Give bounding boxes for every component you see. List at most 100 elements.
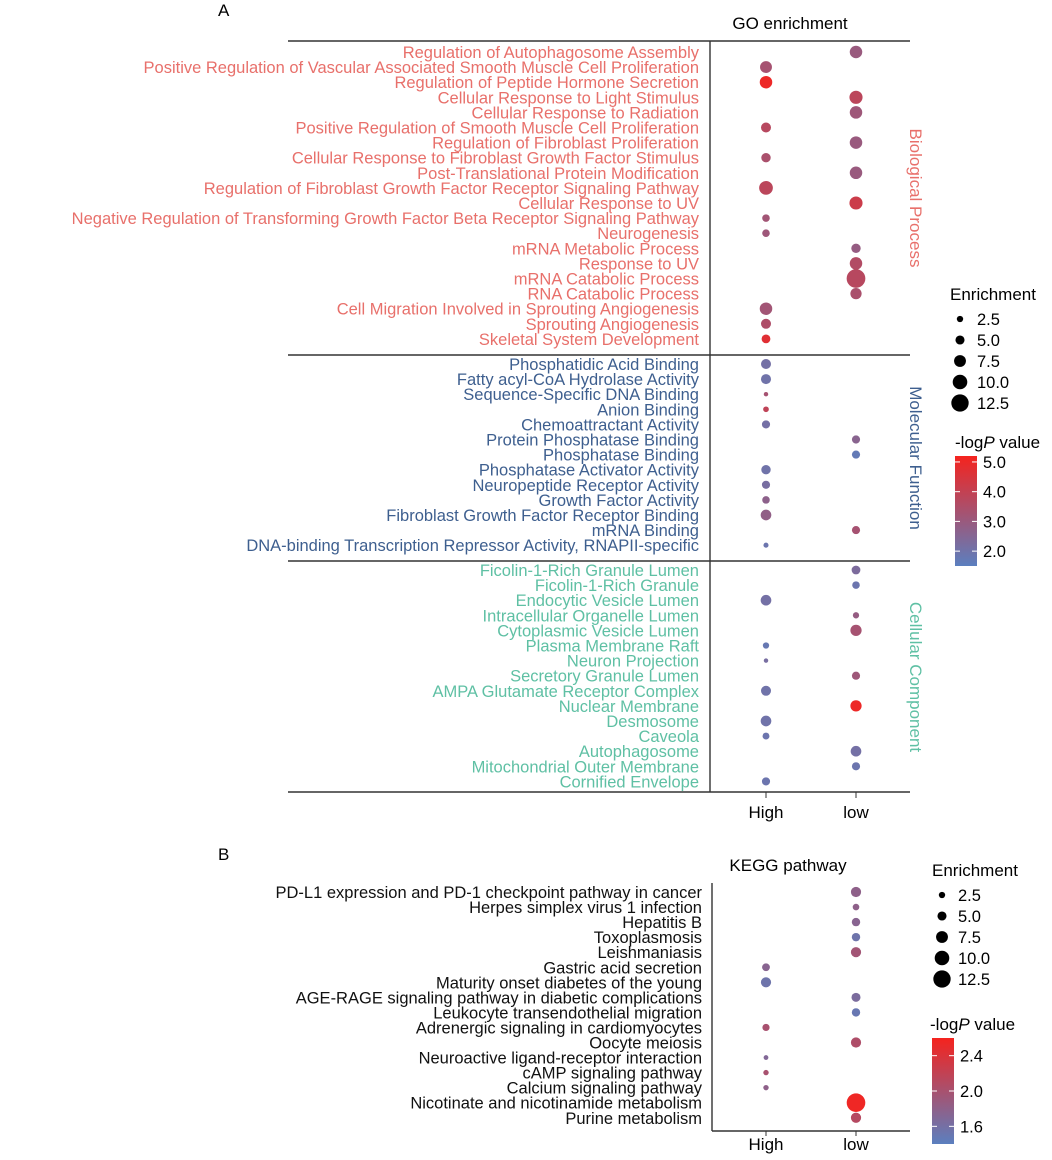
go-term-label: Regulation of Autophagosome Assembly [403,44,700,62]
go-dot [762,496,770,504]
size-legend-label: 2.5 [958,887,981,905]
go-term-label: Protein Phosphatase Binding [486,432,699,450]
go-term-label: Response to UV [579,255,699,273]
go-term-label: Growth Factor Activity [539,492,700,510]
color-legend-title-suffix: value [970,1015,1015,1034]
color-legend-title-italic: P [958,1015,970,1034]
panel-a-facet-label: Cellular Component [906,602,925,753]
size-legend-label: 10.0 [977,374,1009,392]
go-term-label: Negative Regulation of Transforming Grow… [72,210,700,228]
go-dot [762,214,770,222]
go-term-label: Positive Regulation of Smooth Muscle Cel… [295,120,699,138]
go-term-label: Fibroblast Growth Factor Receptor Bindin… [386,507,699,525]
go-dot [850,287,862,300]
go-term-label: Ficolin-1-Rich Granule [535,577,699,595]
go-term-label: Secretory Granule Lumen [510,668,699,686]
panel-b-x-tick-label: High [749,1135,784,1154]
panel-b-size-legend: Enrichment 2.5 5.0 7.5 10.0 12.5 [932,861,1018,989]
kegg-dot [852,903,860,911]
panel-b-dots [760,886,866,1123]
go-dot [849,90,863,104]
go-term-label: Regulation of Peptide Hormone Secretion [394,74,699,92]
kegg-term-label: cAMP signaling pathway [523,1065,703,1083]
colorbar-tick-label: 2.0 [960,1083,983,1101]
go-term-label: Regulation of Fibroblast Growth Factor R… [204,180,700,198]
size-legend-label: 5.0 [977,332,1000,350]
kegg-term-label: Hepatitis B [622,914,702,932]
go-dot [761,480,771,489]
go-term-label: Sequence-Specific DNA Binding [463,386,699,404]
size-legend-dot [956,315,964,323]
go-dot [763,542,769,548]
size-legend-dot [936,931,948,943]
go-dot [761,777,771,786]
size-legend-label: 7.5 [977,353,1000,371]
go-dot [849,257,863,270]
panel-a-dots [759,45,866,786]
color-legend-title-italic: P [983,433,995,452]
size-legend-dot [954,355,966,367]
size-legend-label: 2.5 [977,311,1000,329]
panel-a-color-legend: -logP value 5.0 4.0 3.0 2.0 [955,433,1040,566]
go-dot [759,75,773,89]
go-dot [761,420,771,429]
go-term-label: Phosphatase Binding [543,447,699,465]
go-dot [760,61,772,74]
color-legend-title-prefix: -log [930,1015,958,1034]
go-term-label: Positive Regulation of Vascular Associat… [144,59,699,77]
panel-a-size-legend: Enrichment 2.5 5.0 7.5 10.0 12.5 [950,285,1036,413]
kegg-term-label: Maturity onset diabetes of the young [436,974,702,992]
go-term-label: Phosphatidic Acid Binding [509,356,699,374]
go-term-label: Skeletal System Development [479,331,700,349]
go-dot [851,450,861,459]
kegg-dot [846,1093,866,1112]
kegg-dot [763,1084,769,1091]
size-legend-label: 5.0 [958,908,981,926]
go-dot [760,122,772,133]
go-dot [851,671,861,680]
go-dot [759,181,773,195]
go-term-label: mRNA Catabolic Process [514,271,699,289]
go-dot [760,358,772,370]
go-dot [849,166,863,180]
go-dot [852,581,860,589]
go-term-label: Neuron Projection [567,653,699,671]
kegg-dot [850,1112,862,1123]
go-term-label: Plasma Membrane Raft [526,638,700,656]
kegg-term-label: Calcium signaling pathway [507,1080,703,1098]
go-term-label: Cytoplasmic Vesicle Lumen [497,622,699,640]
go-dot [849,106,863,119]
panel-b-color-legend: -logP value 2.4 2.0 1.6 [930,1015,1015,1144]
go-term-label: Regulation of Fibroblast Proliferation [432,135,699,153]
go-dot [851,526,861,535]
colorbar-tick-label: 4.0 [983,484,1006,502]
panel-b-x-tick-label: low [843,1135,869,1154]
go-term-label: Cellular Response to Radiation [472,104,699,122]
panel-b-label: B [218,845,229,864]
kegg-term-label: PD-L1 expression and PD-1 checkpoint pat… [276,884,703,902]
kegg-dot [851,1008,861,1017]
go-dot [760,594,772,606]
go-dot [851,762,861,771]
go-dot [761,465,771,475]
go-dot [849,136,863,149]
color-legend-title: -logP value [955,433,1040,452]
kegg-term-label: Toxoplasmosis [594,929,702,947]
go-dot [852,612,860,619]
kegg-term-label: Neuroactive ligand-receptor interaction [419,1050,702,1068]
size-legend-dot [951,394,969,412]
go-dot [849,45,863,59]
panel-b-term-labels: PD-L1 expression and PD-1 checkpoint pat… [276,884,703,1128]
go-term-label: Cellular Response to Fibroblast Growth F… [292,150,699,168]
size-legend-dot [955,335,965,345]
go-term-label: Cell Migration Involved in Sprouting Ang… [337,301,699,319]
kegg-dot [851,932,861,942]
kegg-term-label: AGE-RAGE signaling pathway in diabetic c… [296,989,702,1007]
size-legend-dot [938,891,946,899]
go-term-label: Neuropeptide Receptor Activity [472,477,699,495]
panel-a-x-tick-label: low [843,803,869,822]
kegg-dot [851,992,861,1002]
go-dot [763,658,769,663]
go-term-label: DNA-binding Transcription Repressor Acti… [246,537,699,555]
colorbar-tick-label: 2.0 [983,543,1006,561]
